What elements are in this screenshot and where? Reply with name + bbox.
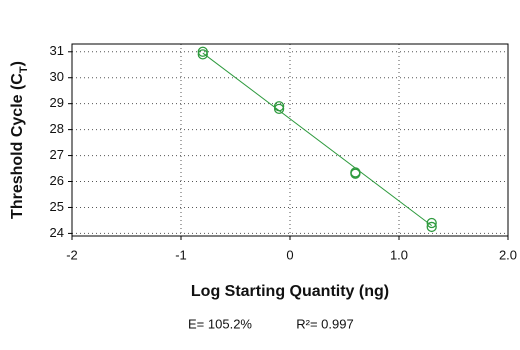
y-tick-label: 29 — [50, 95, 64, 110]
y-axis-title-part: T — [18, 66, 30, 73]
y-tick-label: 25 — [50, 199, 64, 214]
y-tick-label: 30 — [50, 69, 64, 84]
x-tick-label: 1.0 — [390, 247, 408, 262]
y-tick-label: 26 — [50, 173, 64, 188]
point — [197, 49, 208, 60]
point — [426, 221, 437, 233]
point — [197, 46, 208, 57]
point — [273, 101, 285, 112]
annotation: R²= 0.997 — [296, 316, 353, 331]
fit-line — [202, 52, 433, 227]
y-axis-title: Threshold Cycle (CT) — [9, 61, 30, 219]
y-tick-label: 27 — [50, 147, 64, 162]
y-tick-label: 28 — [50, 121, 64, 136]
y-tick-label: 31 — [50, 43, 64, 58]
x-tick-label: 0 — [286, 247, 293, 262]
y-axis-title-part: Threshold Cycle (C — [9, 73, 26, 219]
x-tick-label: -1 — [175, 247, 187, 262]
x-axis-title: Log Starting Quantity (ng) — [191, 283, 389, 300]
annotation: E= 105.2% — [188, 316, 252, 331]
point — [273, 103, 285, 115]
y-axis-title-part: ) — [9, 61, 26, 66]
plot-frame — [71, 43, 509, 237]
point — [426, 217, 437, 229]
x-tick-label: 2.0 — [499, 247, 517, 262]
x-tick-label: -2 — [66, 247, 78, 262]
y-tick-label: 24 — [50, 225, 64, 240]
point — [350, 168, 361, 179]
